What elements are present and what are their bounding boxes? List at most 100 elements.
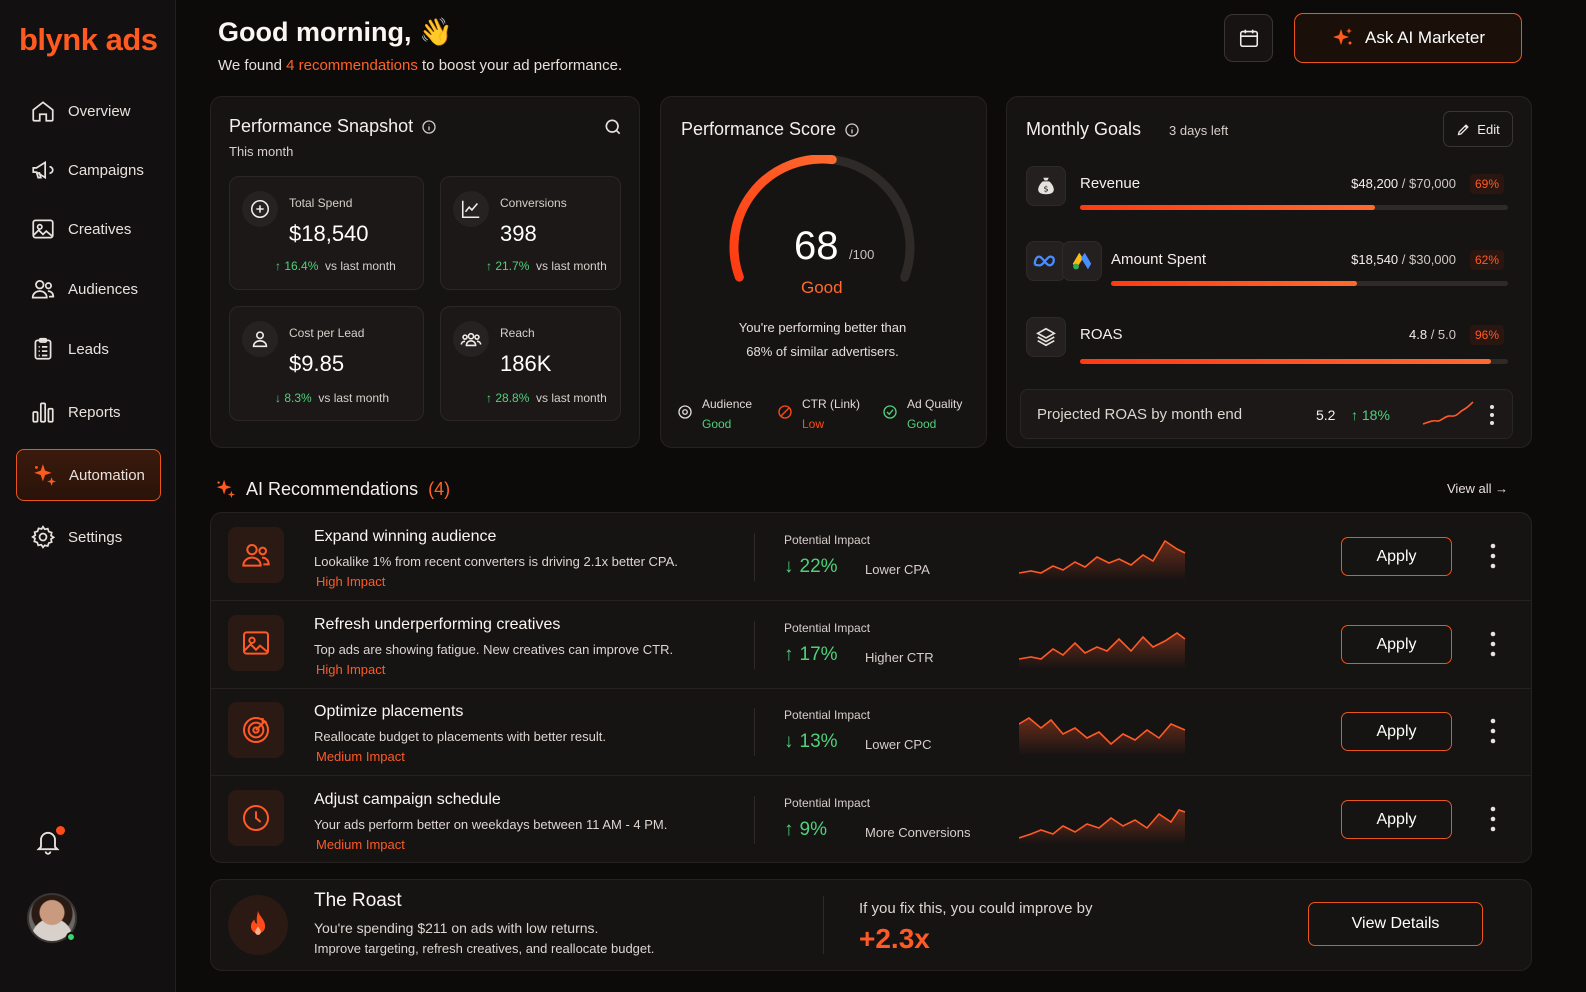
bar-chart-icon bbox=[32, 402, 54, 423]
arrow-down-icon: ↓ bbox=[784, 731, 794, 752]
apply-button[interactable]: Apply bbox=[1341, 800, 1452, 839]
info-icon[interactable] bbox=[844, 122, 860, 138]
metric-change: ↓ 8.3% vs last month bbox=[275, 391, 389, 405]
goal-progress-track bbox=[1080, 205, 1508, 210]
plus-circle-icon bbox=[242, 191, 278, 227]
sidebar-item-label: Audiences bbox=[68, 280, 139, 298]
recommendation-description: Your ads perform better on weekdays betw… bbox=[314, 817, 668, 832]
recommendation-title: Optimize placements bbox=[314, 703, 464, 720]
metric-change: ↑ 16.4% vs last month bbox=[275, 259, 396, 273]
goal-progress-fill bbox=[1080, 359, 1491, 364]
sidebar-item-settings[interactable]: Settings bbox=[16, 511, 161, 563]
sub-score-value: Low bbox=[802, 417, 825, 431]
sidebar-item-overview[interactable]: Overview bbox=[16, 85, 161, 137]
trend-sparkline bbox=[1019, 632, 1186, 669]
projected-value: 5.2 bbox=[1316, 407, 1336, 423]
metric-change-value: 28.8% bbox=[495, 391, 530, 405]
apply-button[interactable]: Apply bbox=[1341, 625, 1452, 664]
sparkle-icon bbox=[1333, 28, 1352, 45]
sidebar-item-reports[interactable]: Reports bbox=[16, 386, 161, 438]
bell-icon[interactable] bbox=[34, 826, 62, 856]
apply-button[interactable]: Apply bbox=[1341, 537, 1452, 576]
score-title: Performance Score bbox=[681, 119, 860, 140]
view-all-link[interactable]: View all → bbox=[1447, 481, 1509, 496]
sidebar-item-leads[interactable]: Leads bbox=[16, 323, 161, 375]
goal-name: Amount Spent bbox=[1111, 251, 1207, 268]
recommendation-description: Reallocate budget to placements with bet… bbox=[314, 729, 606, 744]
metric-value: 186K bbox=[500, 351, 552, 376]
sidebar-item-label: Leads bbox=[68, 340, 109, 358]
sub-score-audience: Audience Good bbox=[676, 397, 752, 431]
metric-reach[interactable]: Reach 186K ↑ 28.8% vs last month bbox=[440, 306, 621, 421]
metric-cost-per-lead[interactable]: Cost per Lead $9.85 ↓ 8.3% vs last month bbox=[229, 306, 424, 421]
sub-score-value: Good bbox=[907, 417, 937, 431]
goal-current: $18,540 bbox=[1351, 252, 1399, 267]
projected-label: Projected ROAS by month end bbox=[1037, 406, 1243, 423]
metric-change-suffix: vs last month bbox=[536, 391, 607, 405]
page-subtitle: We found 4 recommendations to boost your… bbox=[218, 57, 622, 74]
metric-conversions[interactable]: Conversions 398 ↑ 21.7% vs last month bbox=[440, 176, 621, 290]
app-logo[interactable]: blynk ads bbox=[19, 22, 158, 57]
score-rating: Good bbox=[801, 278, 843, 297]
edit-goals-button[interactable]: Edit bbox=[1443, 111, 1513, 147]
flame-icon bbox=[228, 895, 288, 955]
more-vertical-icon[interactable] bbox=[1487, 543, 1499, 569]
recommendation-title: Expand winning audience bbox=[314, 528, 497, 545]
goal-progress-fill bbox=[1080, 205, 1376, 210]
sidebar-item-label: Automation bbox=[69, 466, 145, 484]
metric-change-value: 16.4% bbox=[284, 259, 319, 273]
arrow-down-icon: ↓ bbox=[784, 556, 794, 577]
calendar-button[interactable] bbox=[1224, 14, 1273, 62]
trend-sparkline bbox=[1019, 539, 1186, 581]
metric-change: ↑ 21.7% vs last month bbox=[486, 259, 607, 273]
goals-title: Monthly Goals bbox=[1026, 119, 1142, 139]
more-vertical-icon[interactable] bbox=[1488, 404, 1496, 426]
meta-logo-icon bbox=[1026, 241, 1066, 281]
goal-target: / $30,000 bbox=[1398, 252, 1456, 267]
sub-score-label: CTR (Link) bbox=[802, 397, 861, 411]
more-vertical-icon[interactable] bbox=[1487, 718, 1499, 744]
metric-total-spend[interactable]: Total Spend $18,540 ↑ 16.4% vs last mont… bbox=[229, 176, 424, 290]
recommendations-list: Expand winning audience Lookalike 1% fro… bbox=[210, 512, 1532, 863]
clipboard-icon bbox=[34, 337, 52, 360]
search-icon[interactable] bbox=[603, 117, 623, 137]
score-description-line1: You're performing better than bbox=[738, 320, 907, 335]
recommendation-row: Expand winning audience Lookalike 1% fro… bbox=[211, 513, 1531, 601]
sidebar-item-audiences[interactable]: Audiences bbox=[16, 263, 161, 315]
goal-value: 4.8 / 5.0 bbox=[1300, 327, 1456, 342]
recommendation-row: Adjust campaign schedule Your ads perfor… bbox=[211, 776, 1531, 862]
more-vertical-icon[interactable] bbox=[1487, 806, 1499, 832]
line-chart-icon bbox=[453, 191, 489, 227]
online-status-dot bbox=[66, 932, 76, 942]
edit-label: Edit bbox=[1477, 121, 1500, 137]
goal-value: $48,200 / $70,000 bbox=[1300, 176, 1456, 191]
view-details-button[interactable]: View Details bbox=[1308, 902, 1483, 946]
sidebar-item-label: Reports bbox=[68, 403, 121, 421]
apply-button[interactable]: Apply bbox=[1341, 712, 1452, 751]
impact-badge: High Impact bbox=[316, 662, 386, 677]
home-icon bbox=[32, 101, 54, 122]
info-icon[interactable] bbox=[421, 119, 437, 135]
recommendation-title: Refresh underperforming creatives bbox=[314, 616, 561, 633]
calendar-icon bbox=[1239, 29, 1258, 48]
user-dollar-icon bbox=[242, 321, 278, 357]
snapshot-period: This month bbox=[229, 144, 294, 159]
roast-title: The Roast bbox=[314, 890, 402, 911]
goal-percent: 96% bbox=[1470, 325, 1505, 345]
roast-card: The Roast You're spending $211 on ads wi… bbox=[210, 879, 1532, 971]
recommendations-link[interactable]: 4 recommendations bbox=[286, 57, 418, 74]
sidebar-item-automation[interactable]: Automation bbox=[16, 449, 161, 501]
divider bbox=[823, 896, 824, 954]
score-description: You're performing better than 68% of sim… bbox=[680, 316, 965, 364]
ask-ai-marketer-button[interactable]: Ask AI Marketer bbox=[1294, 13, 1522, 63]
more-vertical-icon[interactable] bbox=[1487, 631, 1499, 657]
sidebar-item-campaigns[interactable]: Campaigns bbox=[16, 144, 161, 196]
impact-value: 13% bbox=[799, 731, 838, 752]
megaphone-icon bbox=[32, 160, 54, 180]
pencil-icon bbox=[1457, 123, 1470, 135]
sub-score-ad-quality: Ad Quality Good bbox=[881, 397, 962, 431]
sidebar-item-creatives[interactable]: Creatives bbox=[16, 203, 161, 255]
metric-change-value: 21.7% bbox=[495, 259, 530, 273]
metric-label: Total Spend bbox=[289, 196, 353, 210]
ctr-alert-icon bbox=[778, 405, 792, 419]
